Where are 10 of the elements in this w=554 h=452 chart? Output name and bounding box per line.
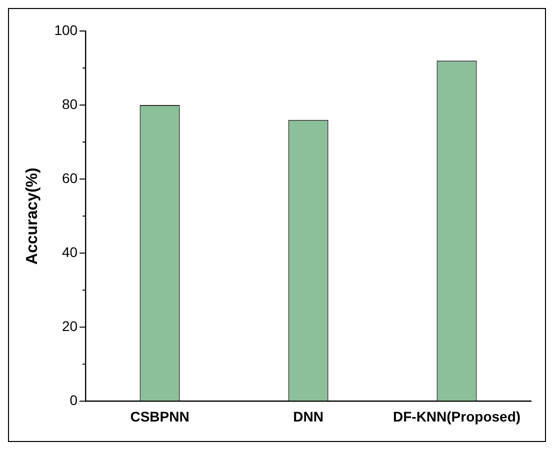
y-tick-label: 0: [70, 392, 78, 408]
y-tick-label: 20: [62, 318, 78, 334]
y-tick-label: 80: [62, 96, 78, 112]
y-axis-title: Accuracy(%): [24, 168, 42, 265]
y-tick-label: 60: [62, 170, 78, 186]
y-tick-label: 40: [62, 244, 78, 260]
x-tick-label: DNN: [293, 408, 324, 424]
y-tick-label: 100: [54, 22, 78, 38]
x-tick-label: DF-KNN(Proposed): [392, 408, 521, 424]
x-tick-label: CSBPNN: [130, 408, 190, 424]
